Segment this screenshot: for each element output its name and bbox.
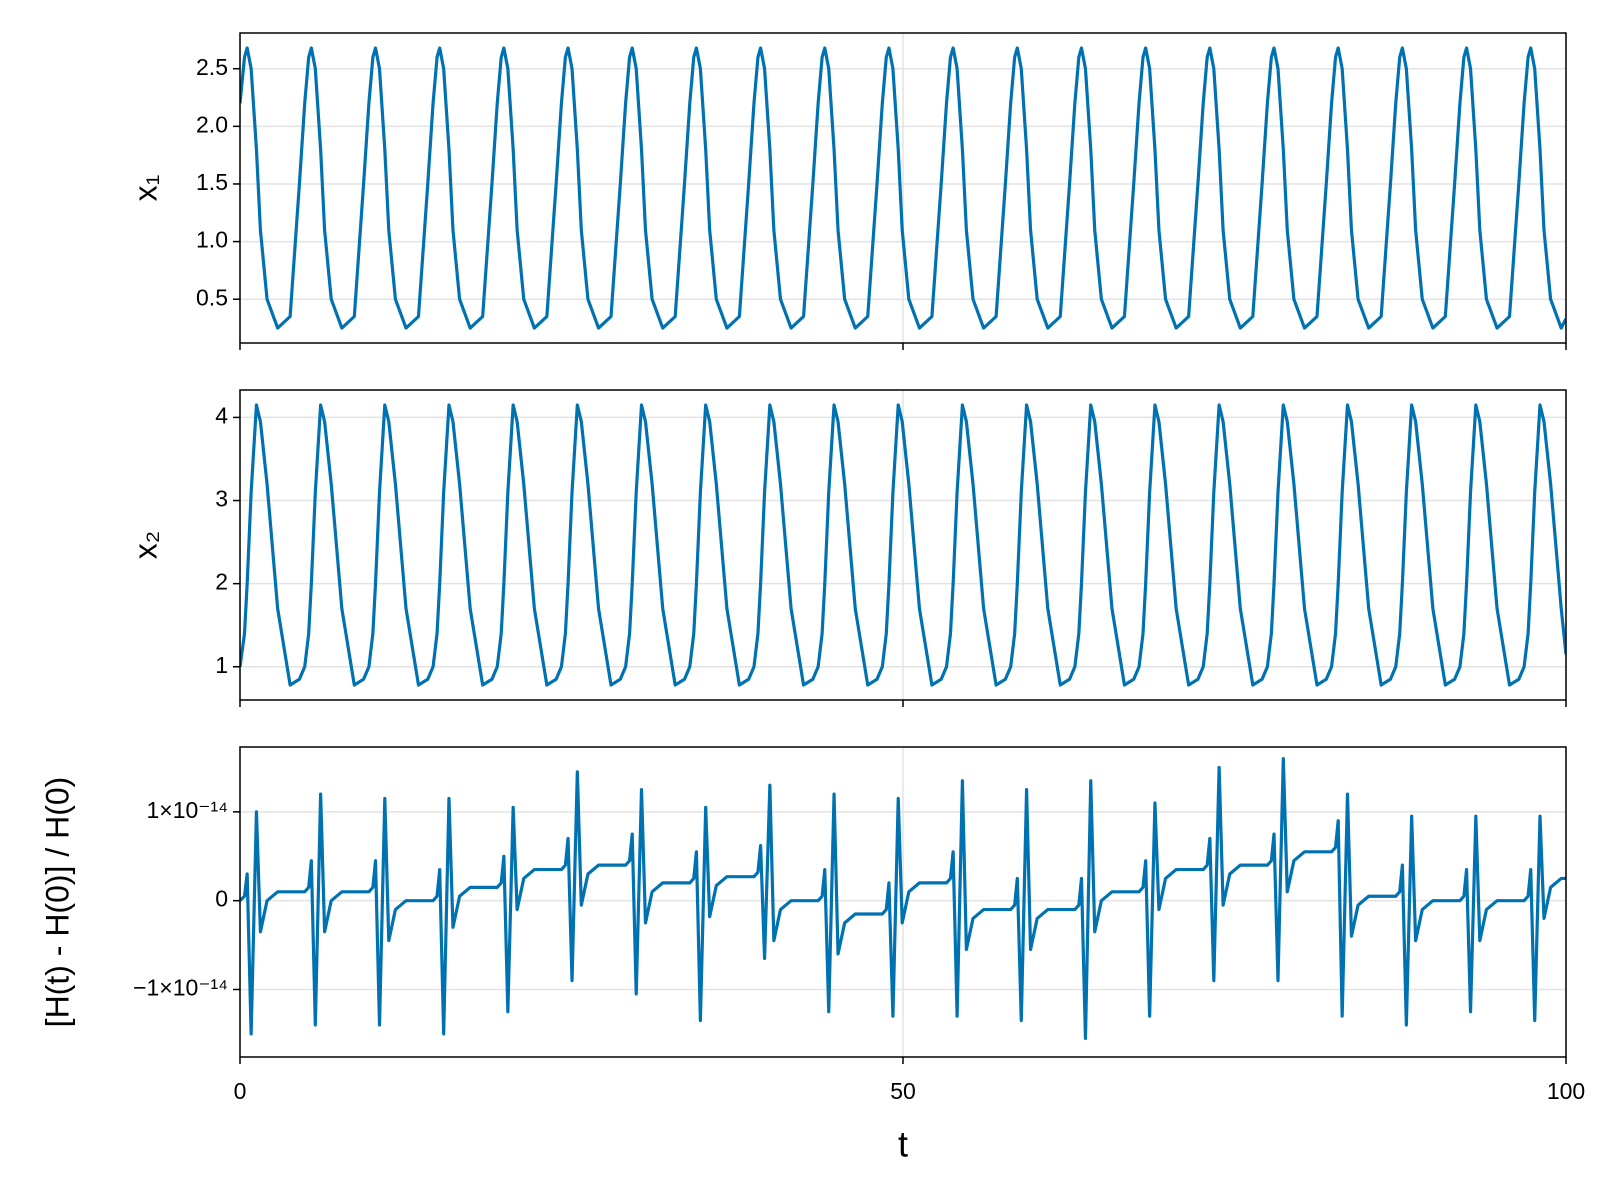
y-tick-label: 4 (215, 403, 228, 429)
y-tick-label: 2.0 (196, 111, 228, 137)
y-tick-label: 1.5 (196, 169, 228, 195)
y-tick-label: 3 (215, 486, 228, 512)
y-tick-label: 0 (215, 886, 228, 912)
data-line (240, 403, 1566, 687)
data-line (240, 46, 1566, 330)
y-axis-label: x₁ (127, 175, 163, 202)
x-axis-label: t (898, 1124, 908, 1165)
y-tick-label: 1 (215, 652, 228, 678)
data-line (240, 756, 1566, 1040)
y-tick-label: 1.0 (196, 227, 228, 253)
y-tick-label: 2 (215, 569, 228, 595)
x-tick-label: 0 (234, 1078, 247, 1104)
y-tick-label: 0.5 (196, 284, 228, 310)
y-tick-label: 1×10⁻¹⁴ (147, 797, 229, 823)
y-tick-label: 2.5 (196, 54, 228, 80)
y-tick-label: −1×10⁻¹⁴ (133, 975, 228, 1001)
y-axis-label: x₂ (127, 531, 163, 559)
y-axis-label: [H(t) - H(0)] / H(0) (39, 777, 75, 1028)
x-tick-label: 50 (890, 1078, 916, 1104)
x-tick-label: 100 (1547, 1078, 1585, 1104)
